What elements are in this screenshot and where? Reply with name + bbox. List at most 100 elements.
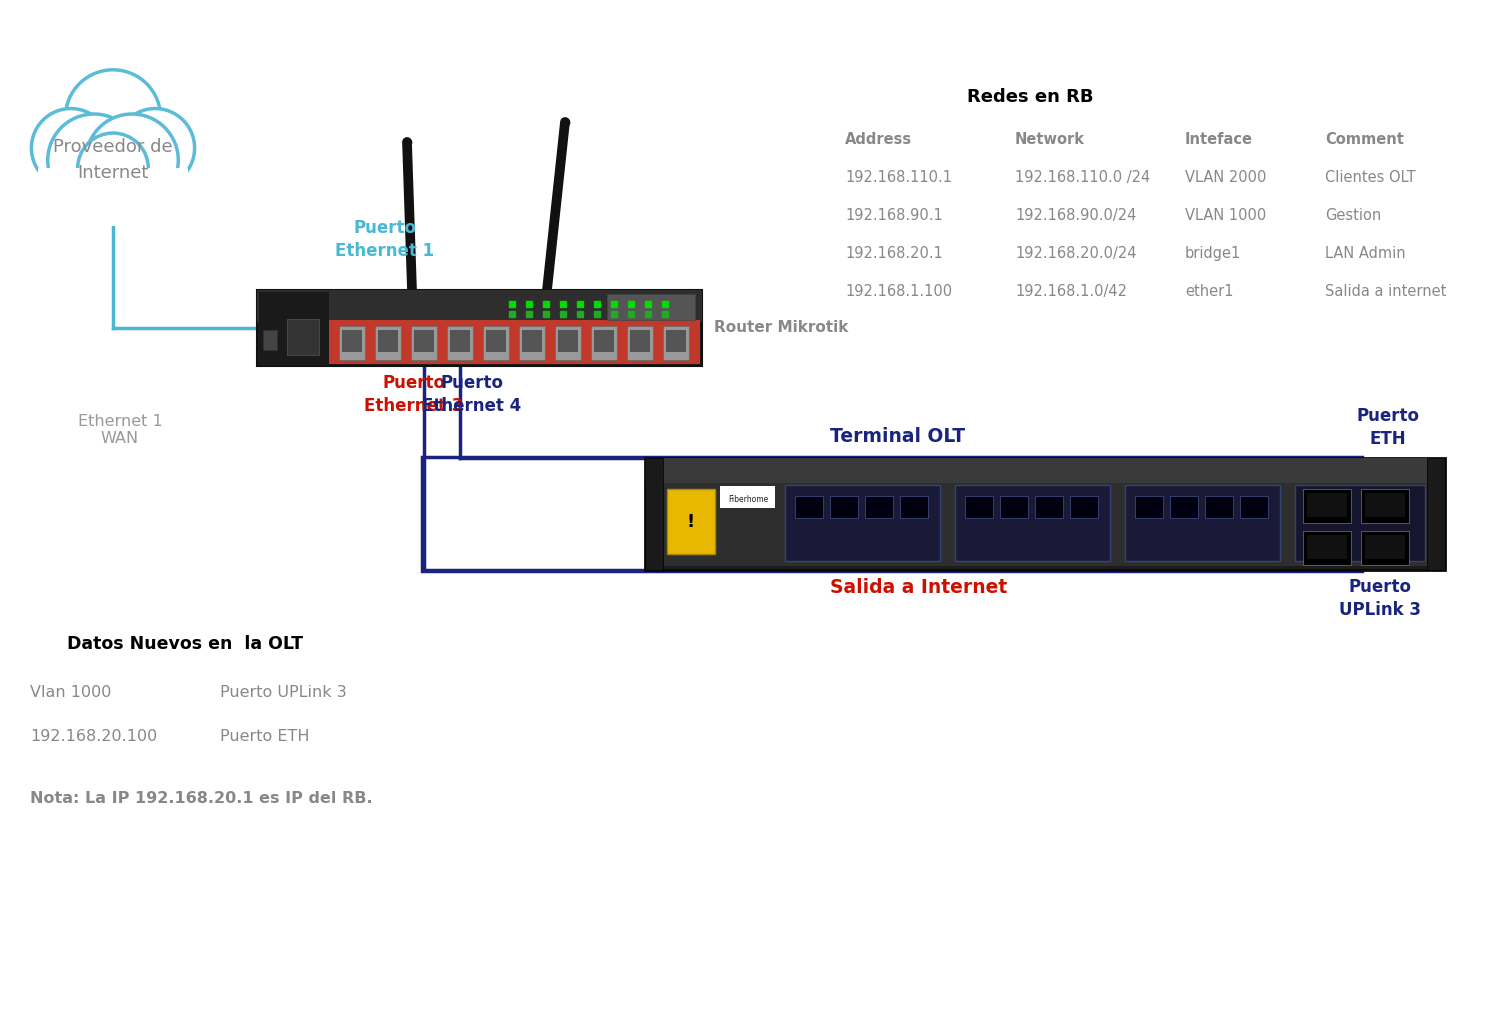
FancyBboxPatch shape	[1136, 496, 1162, 519]
FancyBboxPatch shape	[591, 326, 616, 360]
Text: !: !	[687, 512, 694, 531]
FancyBboxPatch shape	[663, 326, 688, 360]
FancyBboxPatch shape	[286, 319, 320, 355]
Text: 192.168.20.0/24: 192.168.20.0/24	[1016, 246, 1137, 261]
Text: Router Mikrotik: Router Mikrotik	[714, 321, 849, 335]
Text: Puerto ETH: Puerto ETH	[220, 729, 309, 744]
FancyBboxPatch shape	[256, 290, 702, 322]
Circle shape	[86, 114, 178, 206]
FancyBboxPatch shape	[594, 330, 613, 352]
FancyBboxPatch shape	[558, 330, 578, 352]
FancyBboxPatch shape	[1304, 490, 1352, 524]
FancyBboxPatch shape	[1306, 493, 1347, 517]
Text: 192.168.1.100: 192.168.1.100	[844, 284, 952, 299]
FancyBboxPatch shape	[608, 294, 694, 320]
FancyBboxPatch shape	[339, 326, 364, 360]
FancyBboxPatch shape	[1204, 496, 1233, 519]
Text: 192.168.90.1: 192.168.90.1	[844, 208, 942, 223]
Text: Inteface: Inteface	[1185, 132, 1252, 147]
FancyBboxPatch shape	[414, 330, 434, 352]
FancyBboxPatch shape	[1426, 458, 1444, 570]
FancyBboxPatch shape	[486, 330, 506, 352]
Text: 192.168.90.0/24: 192.168.90.0/24	[1016, 208, 1137, 223]
FancyBboxPatch shape	[720, 486, 776, 508]
Text: 192.168.20.1: 192.168.20.1	[844, 246, 944, 261]
Text: VLAN 1000: VLAN 1000	[1185, 208, 1266, 223]
Text: Comment: Comment	[1324, 132, 1404, 147]
Text: Proveedor de
Internet: Proveedor de Internet	[53, 138, 172, 181]
FancyBboxPatch shape	[519, 326, 544, 360]
Text: Puerto
Ethernet 4: Puerto Ethernet 4	[423, 374, 522, 414]
Circle shape	[32, 108, 111, 188]
FancyBboxPatch shape	[645, 458, 1444, 483]
Text: Clientes OLT: Clientes OLT	[1324, 170, 1416, 185]
Text: Salida a Internet: Salida a Internet	[830, 578, 1008, 597]
Text: Terminal OLT: Terminal OLT	[830, 427, 964, 446]
FancyBboxPatch shape	[260, 292, 328, 364]
FancyBboxPatch shape	[450, 330, 470, 352]
Text: Puerto
UPLink 3: Puerto UPLink 3	[1340, 578, 1420, 619]
FancyBboxPatch shape	[865, 496, 892, 519]
FancyBboxPatch shape	[483, 326, 508, 360]
Text: 192.168.110.0 /24: 192.168.110.0 /24	[1016, 170, 1150, 185]
Circle shape	[78, 133, 148, 204]
FancyBboxPatch shape	[260, 321, 700, 364]
Text: Salida a internet: Salida a internet	[1324, 284, 1446, 299]
FancyBboxPatch shape	[627, 326, 652, 360]
Text: Puerto
ETH: Puerto ETH	[1356, 407, 1419, 448]
FancyBboxPatch shape	[378, 330, 398, 352]
Circle shape	[116, 108, 195, 188]
FancyBboxPatch shape	[375, 326, 400, 360]
FancyBboxPatch shape	[38, 168, 188, 226]
Text: Redes en RB: Redes en RB	[966, 88, 1094, 106]
FancyBboxPatch shape	[666, 330, 686, 352]
FancyBboxPatch shape	[447, 326, 472, 360]
FancyBboxPatch shape	[411, 326, 436, 360]
FancyBboxPatch shape	[1294, 485, 1425, 561]
Circle shape	[66, 70, 160, 165]
FancyBboxPatch shape	[900, 496, 928, 519]
FancyBboxPatch shape	[342, 330, 362, 352]
FancyBboxPatch shape	[650, 462, 1442, 566]
Text: ether1: ether1	[1185, 284, 1233, 299]
Circle shape	[48, 114, 140, 206]
FancyBboxPatch shape	[1000, 496, 1028, 519]
FancyBboxPatch shape	[522, 330, 542, 352]
Text: Fiberhome: Fiberhome	[728, 495, 768, 504]
FancyBboxPatch shape	[630, 330, 650, 352]
Text: Puerto
Ethernet 1: Puerto Ethernet 1	[336, 220, 435, 260]
FancyBboxPatch shape	[830, 496, 858, 519]
FancyBboxPatch shape	[1035, 496, 1064, 519]
Text: Gestion: Gestion	[1324, 208, 1382, 223]
FancyBboxPatch shape	[262, 330, 278, 350]
FancyBboxPatch shape	[956, 485, 1110, 561]
Text: VLAN 2000: VLAN 2000	[1185, 170, 1266, 185]
FancyBboxPatch shape	[1365, 535, 1406, 559]
Text: bridge1: bridge1	[1185, 246, 1242, 261]
FancyBboxPatch shape	[1306, 535, 1347, 559]
FancyBboxPatch shape	[795, 496, 824, 519]
FancyBboxPatch shape	[784, 485, 940, 561]
FancyBboxPatch shape	[1170, 496, 1198, 519]
Text: Puerto
Ethernet 3: Puerto Ethernet 3	[364, 374, 464, 414]
Text: Datos Nuevos en  la OLT: Datos Nuevos en la OLT	[68, 635, 303, 653]
Text: 192.168.1.0/42: 192.168.1.0/42	[1016, 284, 1126, 299]
FancyBboxPatch shape	[256, 290, 702, 366]
Text: Puerto UPLink 3: Puerto UPLink 3	[220, 685, 346, 700]
Text: 192.168.110.1: 192.168.110.1	[844, 170, 952, 185]
Text: Network: Network	[1016, 132, 1084, 147]
FancyBboxPatch shape	[964, 496, 993, 519]
Text: Nota: La IP 192.168.20.1 es IP del RB.: Nota: La IP 192.168.20.1 es IP del RB.	[30, 791, 372, 806]
FancyBboxPatch shape	[1070, 496, 1098, 519]
FancyBboxPatch shape	[1304, 531, 1352, 565]
FancyBboxPatch shape	[668, 490, 716, 555]
FancyBboxPatch shape	[1360, 531, 1408, 565]
Text: Address: Address	[844, 132, 912, 147]
FancyBboxPatch shape	[645, 458, 1444, 570]
Text: 192.168.20.100: 192.168.20.100	[30, 729, 158, 744]
Text: Vlan 1000: Vlan 1000	[30, 685, 111, 700]
Text: LAN Admin: LAN Admin	[1324, 246, 1406, 261]
Text: Ethernet 1
WAN: Ethernet 1 WAN	[78, 413, 162, 446]
FancyBboxPatch shape	[1125, 485, 1280, 561]
FancyBboxPatch shape	[1360, 490, 1408, 524]
